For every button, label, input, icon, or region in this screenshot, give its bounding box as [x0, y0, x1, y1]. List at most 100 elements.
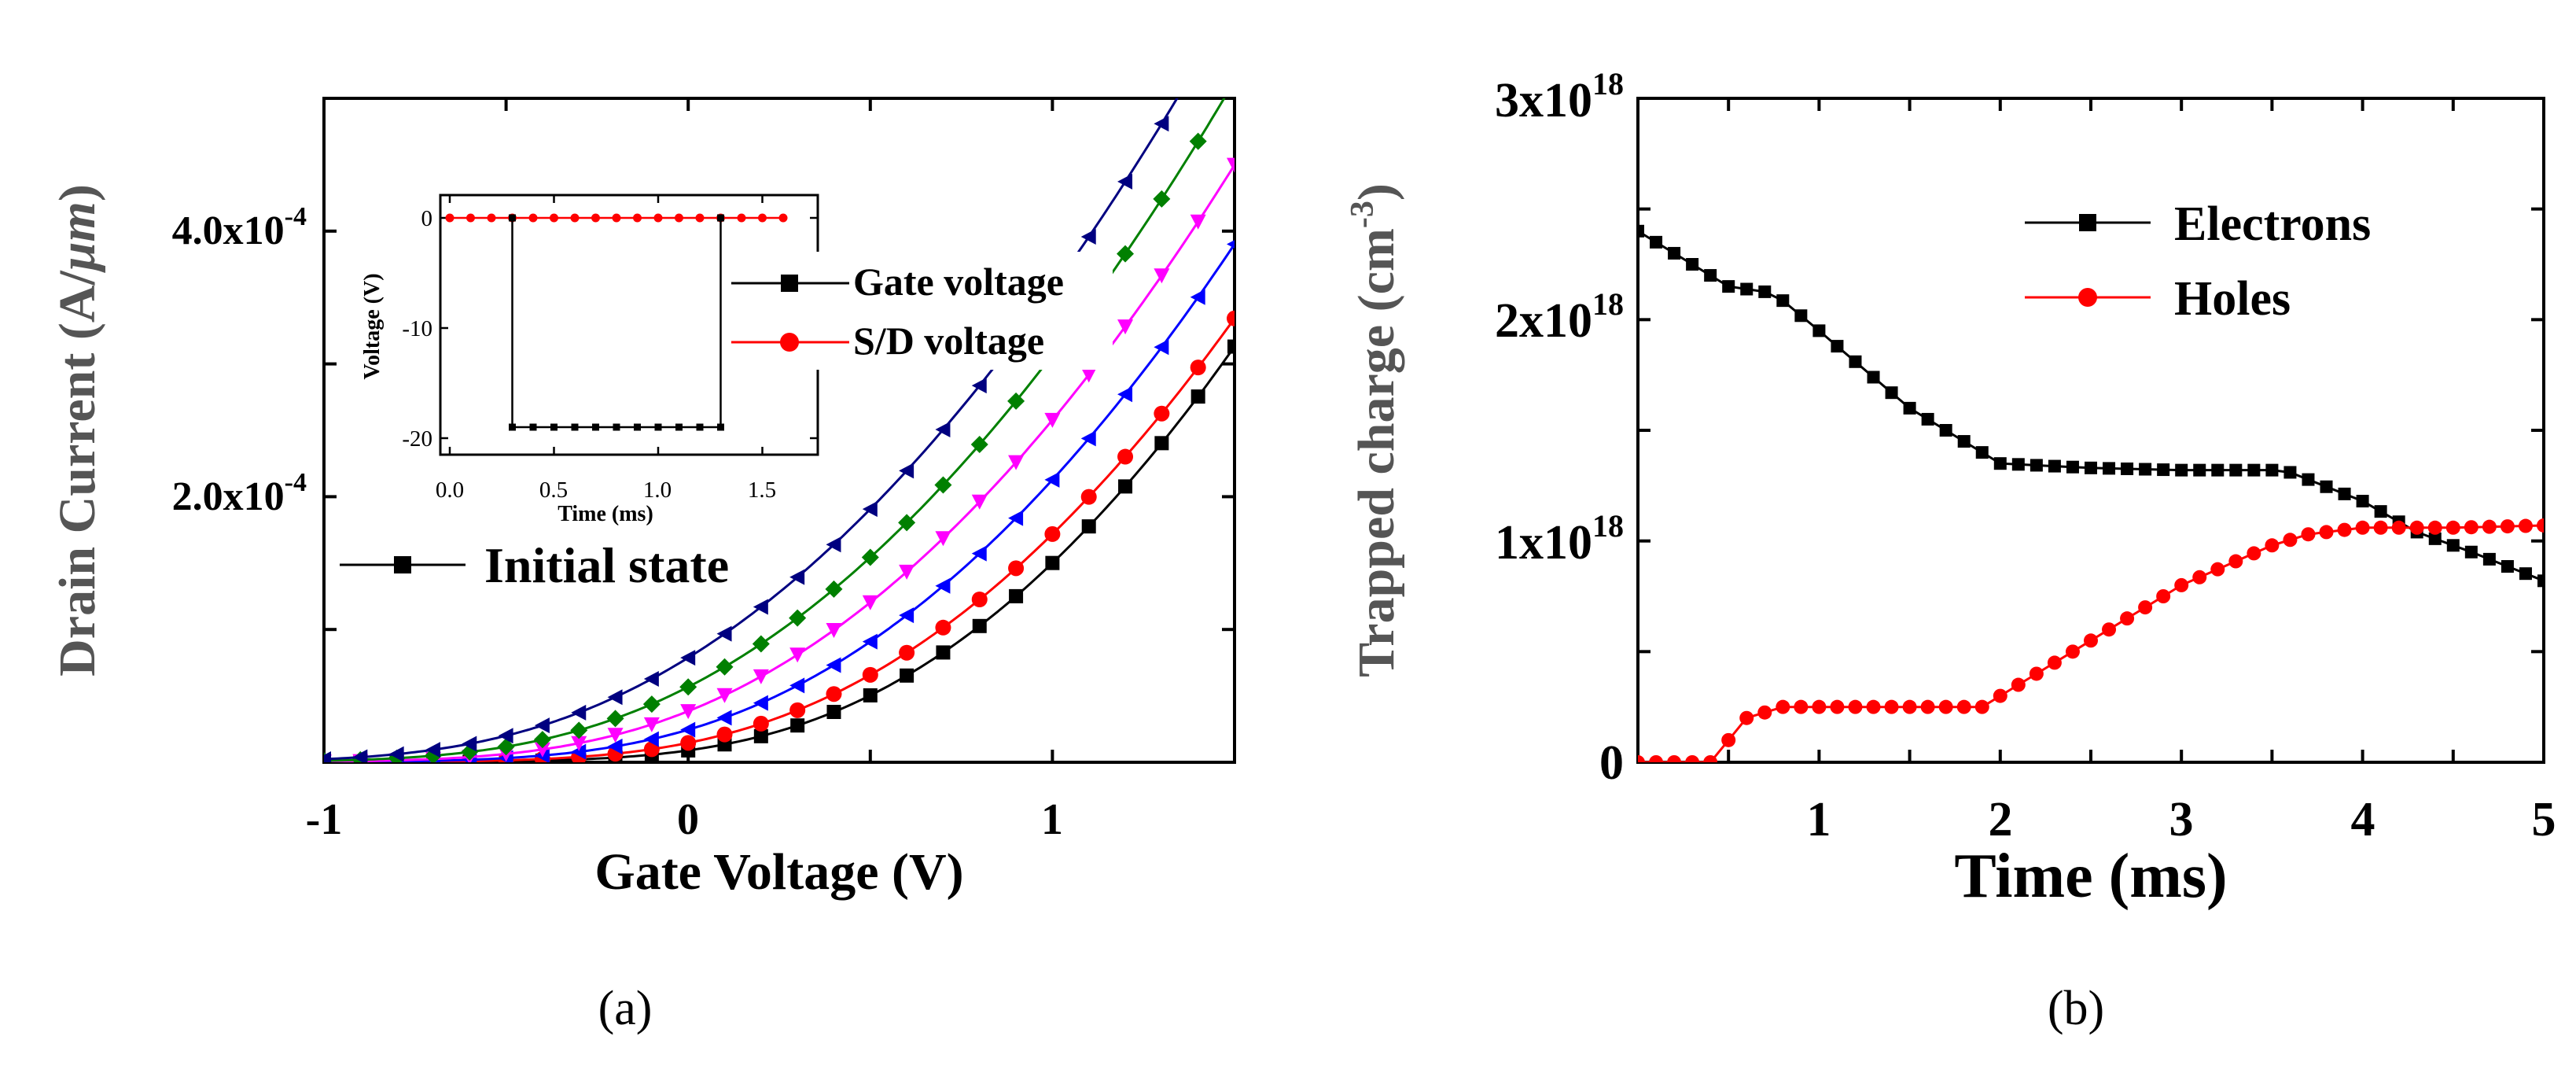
panel-b-electrons-point [2175, 463, 2188, 477]
panel-a-curve-5-point [606, 710, 624, 728]
panel-b-holes-point [2029, 666, 2044, 681]
panel-a-curve-2-point [1154, 405, 1170, 422]
panel-a-curve-6-point [1080, 229, 1096, 245]
panel-b-holes-point [2427, 520, 2442, 535]
panel-a-curve-6-point [1154, 116, 1169, 132]
panel-b-legend-electrons-marker [2079, 214, 2096, 231]
panel-a-initial-state-point [936, 645, 951, 660]
panel-a-curve-4-point [680, 704, 697, 720]
panel-b-electrons-point [2229, 463, 2243, 477]
panel-a-curve-5-point [1153, 190, 1171, 208]
panel-a-curve-2-point [1190, 360, 1206, 376]
panel-a-curve-4-point [1190, 214, 1206, 230]
panel-a-curve-2-point [1117, 448, 1134, 465]
panel-b-holes-point [2373, 520, 2388, 535]
panel-b-holes-point [2301, 527, 2316, 542]
inset-gate-voltage-point [675, 423, 683, 431]
inset-x-tick-label: 1.5 [748, 478, 776, 503]
panel-b-holes-point [1794, 699, 1809, 714]
panel-a-curve-6-point [388, 746, 404, 762]
panel-b-holes-point [1757, 705, 1772, 720]
panel-a-initial-state-point [826, 705, 841, 720]
panel-b-holes-point [2265, 538, 2280, 553]
panel-b-holes-point [1667, 755, 1682, 762]
panel-a-curve-6-point [607, 689, 623, 706]
panel-a-curve-3-point [643, 731, 659, 747]
panel-b-electrons-point [2501, 560, 2514, 573]
panel-b-electrons-point [2157, 463, 2170, 477]
panel-b-electrons-point [1903, 401, 1916, 415]
panel-a-curve-2-point [789, 702, 806, 718]
panel-b-holes-point [2247, 546, 2261, 561]
panel-a-curve-4-point [607, 728, 624, 743]
panel-a-curve-2-point [826, 686, 842, 702]
panel-a-caption: (a) [598, 982, 653, 1035]
inset-s-d-voltage-point [653, 213, 663, 223]
inset-series-group [445, 213, 788, 431]
panel-b-electrons-point [2247, 463, 2261, 477]
panel-a-initial-state-point [1118, 479, 1133, 494]
panel-a-curve-4-point [1080, 367, 1097, 383]
inset-s-d-voltage-point [633, 213, 642, 223]
panel-a-curve-3-point [1080, 430, 1096, 447]
panel-a-curve-5-point [789, 609, 807, 627]
panel-b-holes-point [2156, 589, 2171, 603]
panel-a-curve-6-point [324, 751, 331, 762]
inset-gate-voltage-point [509, 423, 516, 431]
panel-b-holes-point [2192, 570, 2207, 584]
panel-a-curve-5-point [679, 678, 697, 696]
panel-a-curve-3-point [899, 607, 914, 624]
panel-a-curve-5-point [825, 580, 843, 598]
inset-y-tick-label: -20 [402, 426, 432, 452]
panel-a-curve-4-point [1117, 319, 1134, 335]
inset-gate-voltage-point [696, 423, 704, 431]
inset-x-axis-label: Time (ms) [558, 502, 653, 526]
panel-a-plot-frame [322, 97, 1236, 764]
inset-x-tick-label: 1.0 [643, 478, 672, 503]
panel-b-holes-point [2138, 600, 2153, 615]
panel-a-initial-state-point [790, 718, 805, 733]
panel-b-x-tick-label: 2 [1989, 793, 2013, 846]
panel-a-curve-6-point [643, 670, 659, 687]
panel-b-electrons-point [1849, 355, 1862, 368]
panel-a-curve-4-point [899, 564, 915, 580]
inset-gate-voltage-point [654, 423, 662, 431]
panel-b-holes-point [2174, 577, 2189, 592]
panel-a-curve-4-point [1154, 268, 1170, 284]
panel-b-holes-point [2391, 520, 2406, 535]
panel-b-holes-point [2482, 519, 2497, 534]
panel-a-curve-3-point [1190, 289, 1205, 305]
panel-b-electrons-point [1831, 340, 1844, 353]
panel-a-curve-5-point [898, 514, 916, 532]
panel-a-curve-4-point [1227, 157, 1235, 173]
panel-b-electrons-point [1975, 446, 1989, 459]
panel-a-curve-3-point [716, 710, 732, 726]
panel-b-holes-point [1638, 755, 1645, 762]
inset-s-d-voltage-point [778, 213, 788, 223]
panel-b-holes-point [2445, 520, 2460, 535]
panel-a-curve-6-point [498, 728, 513, 744]
panel-b-holes-point [1938, 699, 1953, 714]
panel-a-curve-5-point [716, 658, 734, 676]
panel-a-curve-5-point [1007, 392, 1025, 410]
panel-a-y-tick-label: 2.0x10-4 [172, 468, 307, 519]
inset-s-d-voltage-point [466, 213, 475, 223]
panel-b-holes-point [1703, 755, 1718, 762]
panel-b-electrons-point [2121, 462, 2134, 475]
panel-b-electrons-point [2193, 463, 2206, 477]
panel-a-curve-5-point [1117, 245, 1135, 263]
panel-b-electrons-point [1794, 309, 1808, 323]
inset-x-tick-label: 0.0 [436, 478, 464, 503]
panel-b-electrons-point [2537, 574, 2544, 588]
panel-a-curve-6-point [462, 736, 477, 752]
panel-a-initial-state-point [1227, 339, 1235, 354]
panel-b-electrons-point [2302, 473, 2315, 486]
panel-b-electrons-point [1867, 371, 1880, 384]
panel-a-curve-5-point [1189, 132, 1207, 150]
panel-a-curve-2-point [1227, 310, 1235, 326]
panel-b-holes-point [1993, 688, 2007, 703]
panel-b-electrons-point [1638, 224, 1644, 238]
inset-gate-voltage-point [571, 423, 579, 431]
panel-a-curve-5-point [533, 731, 551, 749]
panel-a-curve-2-point [753, 715, 769, 732]
